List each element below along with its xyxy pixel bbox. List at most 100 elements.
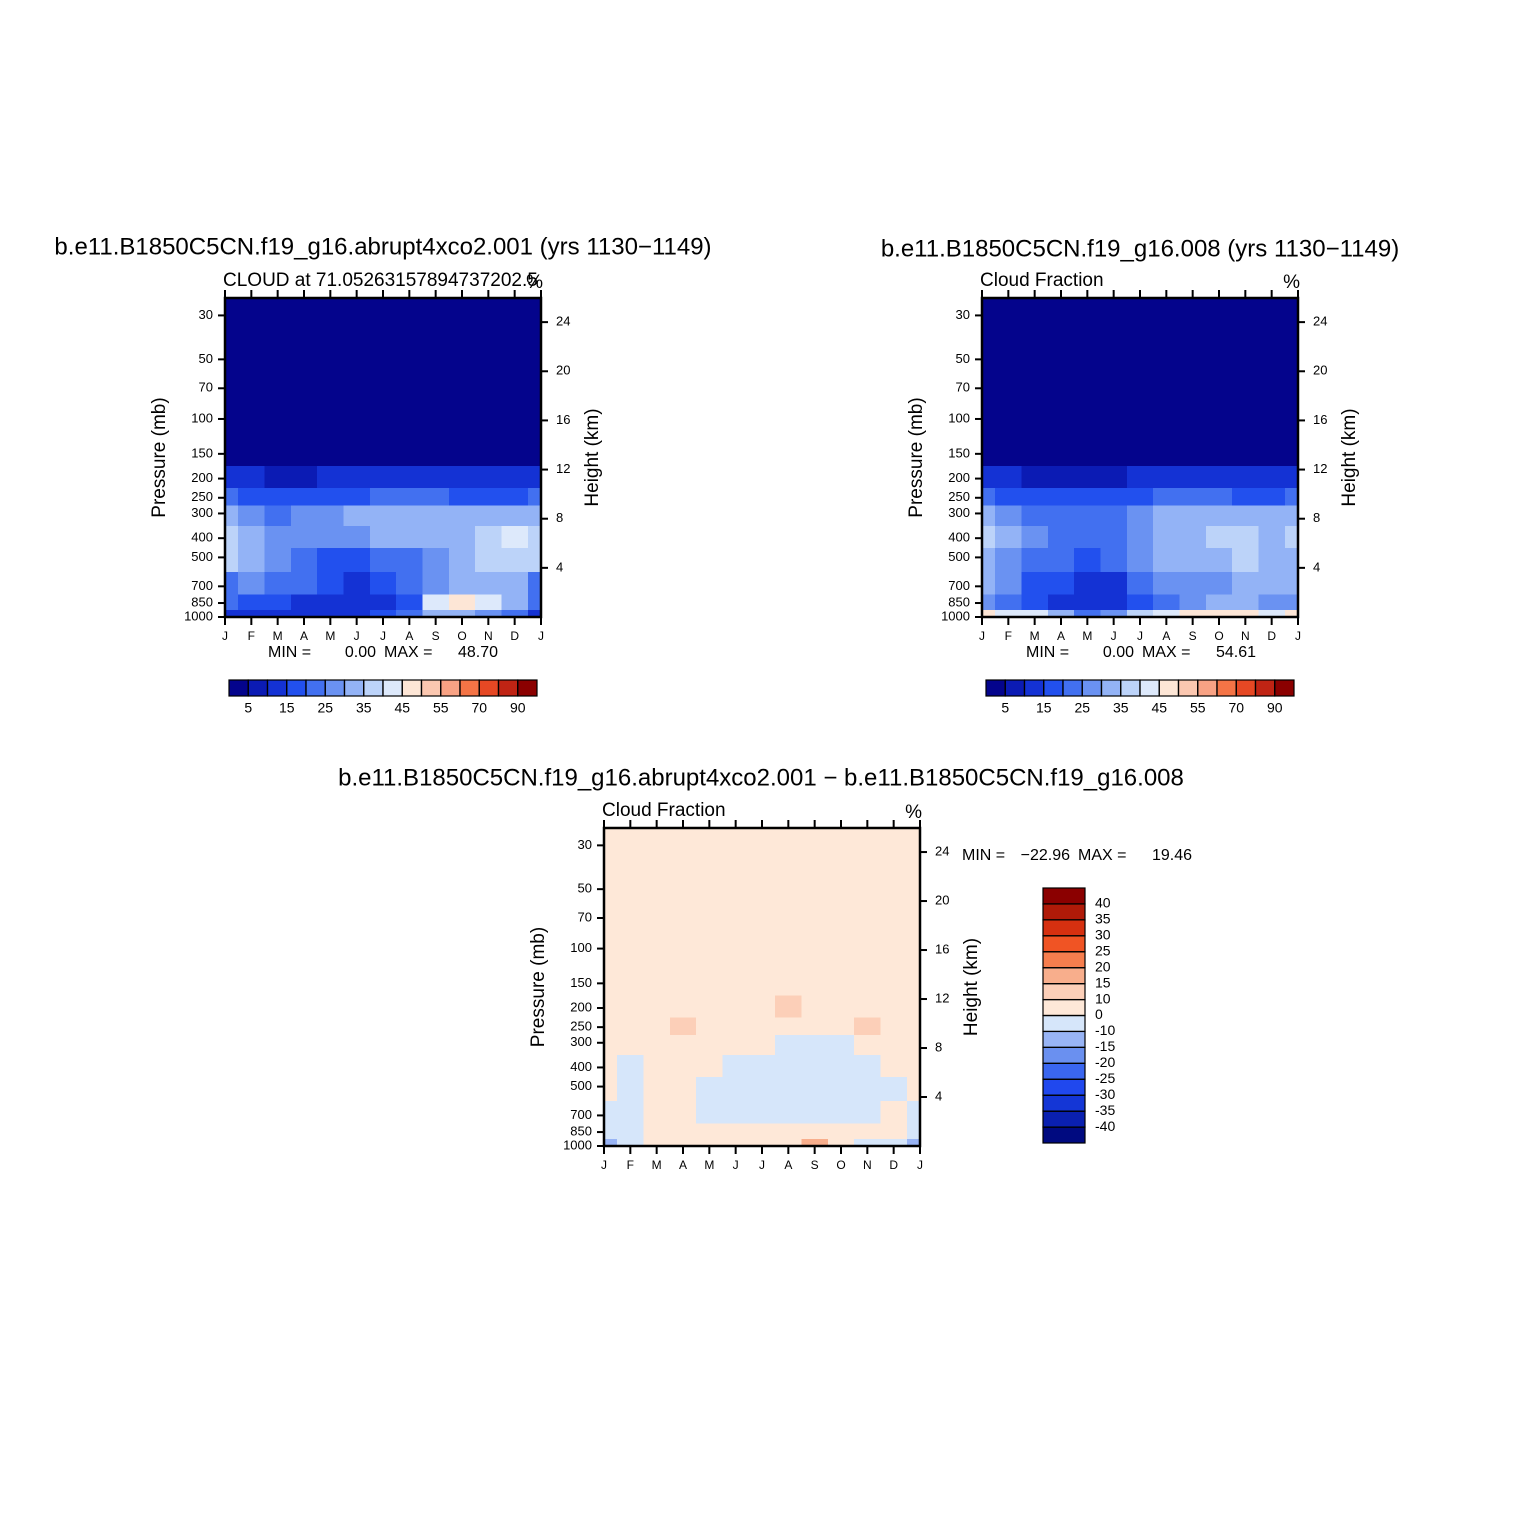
contour-cell [722, 965, 750, 997]
y-axis-label: Pressure (mb) [528, 927, 549, 1047]
contour-cell [1047, 466, 1075, 489]
contour-cell [801, 933, 829, 967]
contour-cell [1179, 298, 1207, 338]
contour-cell [238, 505, 265, 527]
contour-cell [775, 995, 802, 1019]
y-tick-label: 70 [199, 380, 213, 395]
contour-cell [643, 1123, 671, 1140]
contour-cell [422, 466, 450, 489]
contour-cell [982, 403, 996, 437]
colorbar-box [363, 679, 384, 697]
contour-cell [475, 571, 502, 596]
y-tick-label: 30 [199, 307, 213, 322]
contour-cell [906, 1017, 921, 1036]
contour-cell [1284, 466, 1299, 489]
panel: b.e11.B1850C5CN.f19_g16.abrupt4xco2.001 … [54, 233, 711, 715]
contour-cell [343, 298, 371, 338]
contour-cell [854, 867, 881, 905]
contour-cell [501, 525, 529, 549]
contour-cell [1258, 505, 1286, 527]
contour-cell [906, 1055, 921, 1078]
contour-cell [827, 965, 855, 997]
contour-cell [396, 505, 423, 527]
y-tick-label: 400 [948, 530, 970, 545]
contour-cell [854, 1100, 881, 1125]
contour-cell [369, 373, 397, 405]
contour-cell [501, 571, 529, 596]
contour-cell [1074, 337, 1101, 375]
y-tick-label: 50 [578, 881, 592, 896]
contour-cell [448, 610, 476, 618]
contour-cell [722, 995, 750, 1019]
contour-cell [748, 867, 776, 905]
contour-cell [1179, 488, 1207, 507]
contour-cell [643, 828, 671, 868]
contour-cell [475, 594, 502, 611]
contour-cell [1153, 547, 1180, 573]
x-tick-label: F [627, 1158, 634, 1172]
contour-cell [475, 505, 502, 527]
contour-cell [225, 525, 239, 549]
contour-cell [369, 337, 397, 375]
y2-tick-label: 20 [1313, 363, 1327, 378]
contour-cell [1232, 547, 1259, 573]
contour-cell [475, 488, 502, 507]
contour-cell [995, 525, 1022, 549]
contour-cell [290, 610, 318, 618]
contour-cell [1205, 547, 1233, 573]
x-tick-label: S [1189, 629, 1197, 643]
contour-cell [448, 525, 476, 549]
contour-cell [1100, 571, 1128, 596]
colorbar-box [1081, 679, 1103, 697]
contour-cell [422, 373, 450, 405]
y-tick-label: 1000 [941, 608, 970, 623]
contour-cell [475, 610, 502, 618]
y-tick-label: 150 [191, 445, 213, 460]
contour-cell [369, 571, 397, 596]
colorbar-label: -40 [1095, 1118, 1115, 1134]
contour-cell [448, 466, 476, 489]
contour-cell [317, 610, 344, 618]
y2-tick-label: 12 [1313, 461, 1327, 476]
y-tick-label: 30 [578, 837, 592, 852]
contour-cell [501, 373, 529, 405]
contour-cell [854, 1123, 881, 1140]
contour-cell [722, 1100, 750, 1125]
contour-cell [1205, 403, 1233, 437]
contour-cell [1021, 610, 1049, 618]
contour-cell [264, 436, 292, 467]
colorbar-label: 25 [1095, 942, 1111, 958]
stat-value: 48.70 [458, 644, 498, 661]
contour-cell [225, 488, 239, 507]
contour-cell [1258, 373, 1286, 405]
contour-cell [880, 903, 908, 934]
contour-cell [617, 995, 644, 1019]
contour-cell [748, 1123, 776, 1140]
colorbar-label: 0 [1095, 1006, 1103, 1022]
contour-cell [827, 1077, 855, 1102]
contour-cell [238, 610, 265, 618]
contour-cell [854, 1034, 881, 1056]
contour-cell [617, 867, 644, 905]
colorbar-label: -25 [1095, 1070, 1115, 1086]
contour-cell [801, 1100, 829, 1125]
y-tick-label: 100 [948, 410, 970, 425]
x-tick-label: D [1267, 629, 1276, 643]
stat-name: MAX = [1142, 644, 1190, 661]
y-tick-label: 250 [948, 489, 970, 504]
contour-cell [880, 1123, 908, 1140]
contour-cell [995, 488, 1022, 507]
contour-cell [264, 337, 292, 375]
colorbar-box [247, 679, 269, 697]
contour-cell [238, 594, 265, 611]
colorbar-box [1042, 1110, 1086, 1128]
contour-cell [1021, 403, 1049, 437]
colorbar-box [1274, 679, 1295, 697]
contour-cell [669, 1077, 697, 1102]
contour-cell [264, 547, 292, 573]
contour-cell [422, 525, 450, 549]
contour-cell [669, 903, 697, 934]
x-tick-label: O [1214, 629, 1223, 643]
contour-cell [1074, 403, 1101, 437]
